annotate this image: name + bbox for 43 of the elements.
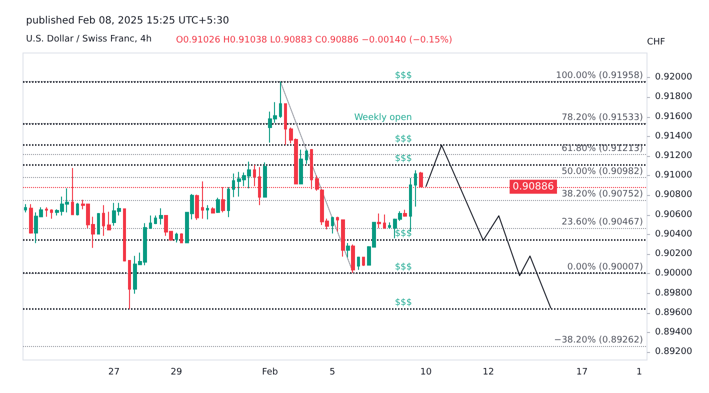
ref-line-label: 38.20% (0.90752) (562, 189, 643, 200)
ref-line-label: 100.00% (0.91958) (556, 71, 643, 82)
y-tick-label: 0.91800 (655, 92, 692, 102)
y-tick-label: 0.90400 (655, 229, 692, 240)
ref-line-label: $$$ (394, 262, 412, 272)
x-tick-label: Feb (262, 368, 278, 378)
x-tick-label: 27 (108, 368, 120, 378)
x-tick-label: 29 (170, 368, 182, 378)
y-tick-label: 0.91600 (655, 112, 692, 122)
ref-line-label: 0.00% (0.90007) (567, 262, 643, 272)
ref-line-label: Weekly open (354, 112, 412, 123)
ref-line-label: 78.20% (0.91533) (562, 112, 643, 123)
ref-line-label: −38.20% (0.89262) (554, 336, 643, 346)
y-tick-label: 0.89400 (655, 328, 692, 338)
x-tick-label: 1 (636, 368, 642, 378)
ref-line-label: $$$ (394, 298, 412, 308)
y-tick-label: 0.89200 (655, 347, 692, 358)
x-tick-label: 10 (420, 368, 432, 378)
ref-line-label: 61.80% (0.91213) (562, 144, 643, 154)
ref-line-label: 0.90886 (512, 181, 554, 192)
y-tick-label: 0.90200 (655, 249, 692, 260)
text: published Feb 08, 2025 15:25 UTC+5:30 (26, 16, 230, 26)
text: O0.91026 H0.91038 L0.90883 C0.90886 −0.00140 (−0.15%) (176, 36, 452, 46)
y-axis-title: CHF (647, 38, 666, 48)
x-tick-label: 12 (482, 368, 494, 378)
y-tick-label: 0.92000 (655, 72, 692, 83)
x-tick-label: 17 (576, 368, 588, 378)
x-tick-label: 5 (330, 368, 336, 378)
y-tick-label: 0.90800 (655, 190, 692, 200)
ref-line-label: $$$ (394, 154, 412, 164)
y-tick-label: 0.91400 (655, 131, 692, 142)
chart-title: U.S. Dollar / Swiss Franc, 4h (26, 34, 152, 44)
ref-line-label: $$$ (394, 228, 412, 239)
y-tick-label: 0.89800 (655, 288, 692, 298)
ref-line-label: $$$ (394, 134, 412, 145)
ref-line-label: 50.00% (0.90982) (562, 166, 643, 177)
ref-line-label: $$$ (394, 71, 412, 82)
y-tick-label: 0.91000 (655, 170, 692, 181)
y-tick-label: 0.90600 (655, 210, 692, 220)
ref-line-label: 23.60% (0.90467) (562, 217, 643, 228)
y-tick-label: 0.90000 (655, 268, 692, 279)
y-tick-label: 0.91200 (655, 150, 692, 161)
y-tick-label: 0.89600 (655, 308, 692, 318)
